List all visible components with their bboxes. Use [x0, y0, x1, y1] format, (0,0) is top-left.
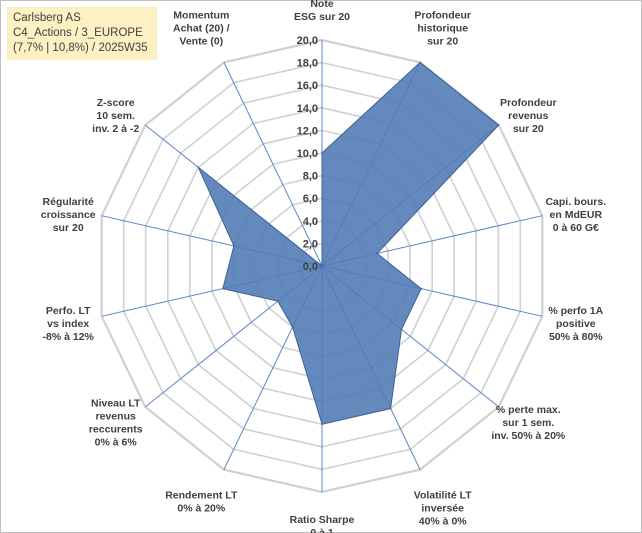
axis-label: Note ESG sur 20 — [294, 0, 350, 23]
data-point — [222, 287, 224, 290]
data-point — [321, 265, 323, 267]
tick-label: 2,0 — [303, 238, 318, 250]
data-point — [376, 252, 378, 255]
data-point — [321, 423, 323, 426]
tick-label: 6,0 — [303, 193, 318, 205]
tick-label: 10,0 — [297, 148, 318, 160]
axis-label: Profondeur revenus sur 20 — [500, 97, 557, 135]
tick-label: 20,0 — [297, 35, 318, 47]
title-stats: (7,7% | 10,8%) / 2025W35 — [13, 42, 148, 54]
data-point — [400, 328, 403, 331]
axis-label: Capi. bours. en MdEUR 0 à 60 G€ — [545, 196, 606, 234]
axis-label: Profondeur historique sur 20 — [414, 9, 471, 47]
axis-label: Volatilité LT inversée 40% à 0% — [414, 490, 473, 528]
axis-label: Momentum Achat (20) / Vente (0) — [173, 9, 230, 47]
title-company: Carlsberg AS — [13, 12, 81, 24]
data-point — [419, 61, 421, 64]
data-point — [277, 300, 279, 303]
axis-label: Rendement LT 0% à 20% — [165, 490, 238, 515]
data-point — [233, 245, 235, 247]
data-point — [291, 326, 294, 328]
axis-label: % perte max. sur 1 sem. inv. 50% à 20% — [491, 404, 566, 442]
data-point — [497, 124, 500, 126]
tick-label: 14,0 — [297, 103, 318, 115]
tick-label: 12,0 — [297, 125, 318, 137]
data-point — [389, 407, 392, 410]
axis-label: Ratio Sharpe 0 à 1 — [290, 514, 355, 533]
tick-label: 0,0 — [303, 261, 318, 273]
data-point — [197, 166, 200, 169]
data-point — [321, 152, 323, 154]
tick-label: 16,0 — [297, 80, 318, 92]
axis-label: Z-score 10 sem. inv. 2 à -2 — [92, 97, 139, 135]
axis-spoke — [223, 62, 323, 267]
axis-label: Niveau LT revenus reccurents 0% à 6% — [89, 397, 143, 448]
axis-label: Perfo. LT vs index -8% à 12% — [43, 305, 95, 343]
tick-label: 18,0 — [297, 58, 318, 70]
axis-label: % perfo 1A positive 50% à 80% — [548, 305, 603, 343]
chart-title-box: Carlsberg AS C4_Actions / 3_EUROPE (7,7%… — [7, 7, 157, 60]
axis-label: Régularité croissance sur 20 — [41, 196, 96, 234]
title-category: C4_Actions / 3_EUROPE — [13, 27, 143, 39]
tick-label: 4,0 — [303, 216, 318, 228]
data-point — [420, 287, 423, 290]
tick-label: 8,0 — [303, 171, 318, 183]
